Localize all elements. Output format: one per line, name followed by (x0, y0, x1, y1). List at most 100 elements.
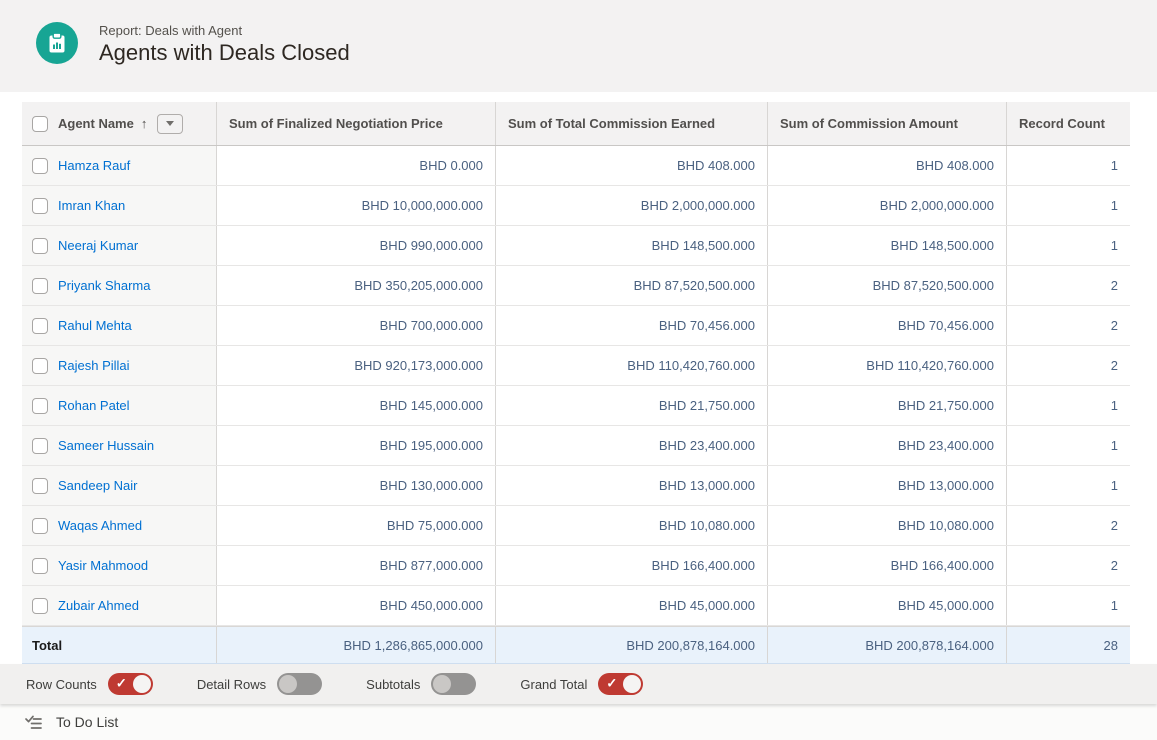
agent-name-link[interactable]: Sandeep Nair (58, 478, 138, 493)
toggle-row-counts[interactable]: ✓ (107, 673, 153, 695)
commission-amount-cell: BHD 10,080.000 (767, 506, 1006, 545)
column-header-total-commission[interactable]: Sum of Total Commission Earned (495, 102, 767, 145)
total-commission-cell: BHD 10,080.000 (495, 506, 767, 545)
agent-name-link[interactable]: Neeraj Kumar (58, 238, 139, 253)
todo-list-utility[interactable]: To Do List (24, 713, 118, 732)
row-checkbox[interactable] (32, 157, 48, 174)
toggle-detail-rows[interactable]: ✓ (277, 673, 323, 695)
grand-total-row: Total BHD 1,286,865,000.000 BHD 200,878,… (22, 626, 1130, 664)
total-commission-cell: BHD 148,500.000 (495, 226, 767, 265)
agent-name-cell: Hamza Rauf (22, 146, 216, 185)
finalized-price-cell: BHD 920,173,000.000 (216, 346, 495, 385)
column-header-agent-name[interactable]: Agent Name ↑ (22, 102, 216, 145)
record-count-cell: 2 (1006, 346, 1130, 385)
record-count-cell: 1 (1006, 226, 1130, 265)
total-finalized-price: BHD 1,286,865,000.000 (216, 627, 495, 663)
commission-amount-cell: BHD 166,400.000 (767, 546, 1006, 585)
row-checkbox[interactable] (32, 477, 48, 494)
total-commission-amount: BHD 200,878,164.000 (767, 627, 1006, 663)
finalized-price-cell: BHD 877,000.000 (216, 546, 495, 585)
total-commission-cell: BHD 87,520,500.000 (495, 266, 767, 305)
total-total-commission: BHD 200,878,164.000 (495, 627, 767, 663)
agent-name-link[interactable]: Yasir Mahmood (58, 558, 149, 573)
check-icon: ✓ (606, 675, 618, 691)
report-kicker: Report: Deals with Agent (99, 23, 243, 38)
title-block: Report: Deals with Agent Agents with Dea… (99, 22, 350, 67)
agent-name-link[interactable]: Priyank Sharma (58, 278, 151, 293)
table-header-row: Agent Name ↑ Sum of Finalized Negotiatio… (22, 102, 1130, 146)
page-title: Agents with Deals Closed (99, 40, 350, 65)
select-all-checkbox[interactable] (32, 115, 48, 132)
agent-name-cell: Yasir Mahmood (22, 546, 216, 585)
table-row: Yasir Mahmood BHD 877,000.000 BHD 166,40… (22, 546, 1130, 586)
agent-name-cell: Sandeep Nair (22, 466, 216, 505)
toggle-group: Row Counts ✓ (26, 673, 153, 695)
toggle-grand-total[interactable]: ✓ (598, 673, 644, 695)
toggle-label: Detail Rows (196, 676, 267, 692)
column-header-commission-amount[interactable]: Sum of Commission Amount (767, 102, 1006, 145)
agent-name-link[interactable]: Sameer Hussain (58, 438, 155, 453)
row-checkbox[interactable] (32, 557, 48, 574)
agent-name-cell: Rahul Mehta (22, 306, 216, 345)
finalized-price-cell: BHD 145,000.000 (216, 386, 495, 425)
toggle-subtotals[interactable]: ✓ (431, 673, 477, 695)
toggle-group: Detail Rows ✓ (196, 673, 323, 695)
row-checkbox[interactable] (32, 517, 48, 534)
finalized-price-cell: BHD 350,205,000.000 (216, 266, 495, 305)
table-row: Hamza Rauf BHD 0.000 BHD 408.000 BHD 408… (22, 146, 1130, 186)
commission-amount-cell: BHD 21,750.000 (767, 386, 1006, 425)
record-count-cell: 1 (1006, 426, 1130, 465)
row-checkbox[interactable] (32, 317, 48, 334)
finalized-price-cell: BHD 700,000.000 (216, 306, 495, 345)
row-checkbox[interactable] (32, 397, 48, 414)
toggle-knob (623, 675, 642, 693)
total-commission-cell: BHD 166,400.000 (495, 546, 767, 585)
column-header-record-count[interactable]: Record Count (1006, 102, 1130, 145)
row-checkbox[interactable] (32, 277, 48, 294)
commission-amount-cell: BHD 2,000,000.000 (767, 186, 1006, 225)
agent-name-link[interactable]: Rajesh Pillai (58, 358, 130, 373)
toggle-knob (132, 675, 151, 693)
table-row: Priyank Sharma BHD 350,205,000.000 BHD 8… (22, 266, 1130, 306)
agent-name-link[interactable]: Waqas Ahmed (58, 518, 143, 533)
table-row: Sameer Hussain BHD 195,000.000 BHD 23,40… (22, 426, 1130, 466)
agent-name-link[interactable]: Rohan Patel (58, 398, 130, 413)
record-count-cell: 1 (1006, 186, 1130, 225)
report-table-region: Agent Name ↑ Sum of Finalized Negotiatio… (0, 92, 1157, 664)
record-count-cell: 1 (1006, 586, 1130, 625)
total-commission-cell: BHD 45,000.000 (495, 586, 767, 625)
row-checkbox[interactable] (32, 357, 48, 374)
table-body: Hamza Rauf BHD 0.000 BHD 408.000 BHD 408… (22, 146, 1130, 626)
record-count-cell: 1 (1006, 386, 1130, 425)
record-count-cell: 2 (1006, 266, 1130, 305)
row-checkbox[interactable] (32, 597, 48, 614)
agent-name-link[interactable]: Zubair Ahmed (58, 598, 139, 613)
table-row: Zubair Ahmed BHD 450,000.000 BHD 45,000.… (22, 586, 1130, 626)
table-row: Sandeep Nair BHD 130,000.000 BHD 13,000.… (22, 466, 1130, 506)
toggle-label: Row Counts (26, 676, 97, 692)
clipboard-chart-icon (49, 32, 65, 53)
agent-name-link[interactable]: Hamza Rauf (58, 158, 131, 173)
chevron-down-icon (166, 121, 175, 126)
row-checkbox[interactable] (32, 237, 48, 254)
report-table: Agent Name ↑ Sum of Finalized Negotiatio… (22, 102, 1130, 664)
row-checkbox[interactable] (32, 197, 48, 214)
agent-name-cell: Sameer Hussain (22, 426, 216, 465)
column-header-finalized-price[interactable]: Sum of Finalized Negotiation Price (216, 102, 495, 145)
todo-list-label: To Do List (56, 714, 119, 730)
agent-name-link[interactable]: Rahul Mehta (58, 318, 132, 333)
commission-amount-cell: BHD 45,000.000 (767, 586, 1006, 625)
record-count-cell: 2 (1006, 306, 1130, 345)
row-checkbox[interactable] (32, 437, 48, 454)
table-row: Rahul Mehta BHD 700,000.000 BHD 70,456.0… (22, 306, 1130, 346)
column-menu-button[interactable] (157, 113, 184, 134)
toggle-label: Subtotals (366, 676, 421, 692)
record-count-cell: 2 (1006, 506, 1130, 545)
finalized-price-cell: BHD 990,000.000 (216, 226, 495, 265)
toggle-group: Grand Total ✓ (520, 673, 644, 695)
total-commission-cell: BHD 408.000 (495, 146, 767, 185)
agent-name-link[interactable]: Imran Khan (58, 198, 126, 213)
record-count-cell: 1 (1006, 466, 1130, 505)
agent-name-cell: Zubair Ahmed (22, 586, 216, 625)
